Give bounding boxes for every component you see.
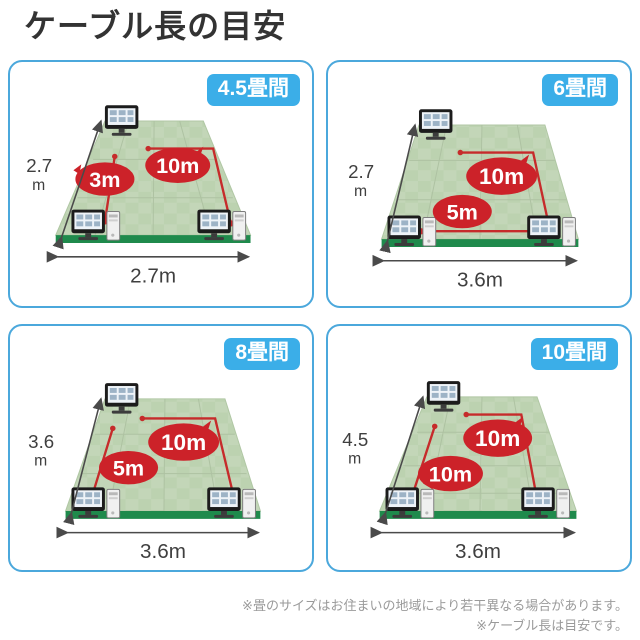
callout-cable-length-1: 10m [148,420,220,461]
room-diagram-8-jo: 10m 5m 3.6 m 3.6m [28,383,262,563]
room-panel-4-5-jo[interactable]: 4.5畳間 [8,60,314,308]
callout-label: 5m [113,456,144,481]
room-size-badge: 6畳間 [542,74,618,107]
width-value: 3.6m [457,268,503,291]
room-diagram-4-5-jo: 3m 10m 2.7 m 2.7m [26,105,252,287]
width-dimension: 3.6m [56,526,260,563]
room-panel-grid: 4.5畳間 [8,60,632,590]
depth-unit: m [348,451,361,468]
callout-cable-length-2: 5m [99,450,159,485]
width-dimension: 3.6m [370,526,577,563]
monitor-pc-bottom-right [207,487,256,519]
monitor-pc-bottom-right [527,215,576,247]
page-title: ケーブル長の目安 [24,8,287,44]
depth-dimension: 4.5 m [342,395,426,526]
cable-10m-right [465,413,539,501]
callout-label: 10m [479,164,524,189]
room-panel-10-jo[interactable]: 10畳間 [326,324,632,572]
monitor-pc-bottom-right [521,487,571,519]
room-size-badge: 4.5畳間 [206,74,300,107]
depth-unit: m [32,177,45,194]
callout-label: 10m [156,153,199,178]
depth-dimension: 2.7 m [348,123,419,254]
monitor-top [104,105,139,136]
width-dimension: 3.6m [372,254,578,291]
width-value: 3.6m [455,540,501,563]
callout-label: 3m [89,167,120,192]
room-size-badge: 10畳間 [530,338,618,371]
width-dimension: 2.7m [46,250,251,287]
room-size-badge: 8畳間 [224,338,300,371]
callout-label: 10m [161,430,206,455]
monitor-top [104,383,139,414]
room-diagram-6-jo: 10m 5m 2.7 m 3.6m [348,109,580,291]
width-value: 2.7m [130,264,176,287]
callout-label: 5m [447,199,478,224]
monitor-pc-bottom-right [197,209,247,241]
monitor-top [426,381,461,412]
depth-unit: m [354,183,367,200]
callout-cable-length-2: 10m [418,455,483,492]
cable-paths [419,151,551,233]
callout-cable-length-1: 10m [463,416,533,457]
footnote-cable-length: ※ケーブル長は目安です。 [476,617,628,633]
callout-label: 10m [429,461,472,486]
callout-cable-length-2: 5m [432,194,492,229]
depth-value: 3.6 [28,431,54,452]
room-panel-8-jo[interactable]: 8畳間 [8,324,314,572]
callout-cable-length-1: 10m [466,154,538,195]
room-panel-6-jo[interactable]: 6畳間 [326,60,632,308]
room-diagram-10-jo: 10m 10m 4.5 m 3.6m [342,381,578,563]
monitor-top [418,109,453,140]
cable-10m [459,151,551,227]
depth-value: 2.7 [26,155,52,176]
depth-dimension: 2.7 m [26,119,103,250]
depth-value: 4.5 [342,429,368,450]
callout-cable-length-2: 10m [145,146,211,184]
depth-value: 2.7 [348,161,374,182]
footnotes: ※畳のサイズはお住まいの地域により若干異なる場合があります。 ※ケーブル長は目安… [242,596,628,636]
callout-label: 10m [475,426,520,451]
cable-10m [141,417,236,503]
depth-dimension: 3.6 m [28,397,104,526]
depth-unit: m [34,453,47,470]
footnote-tatami-size: ※畳のサイズはお住まいの地域により若干異なる場合があります。 [242,597,628,613]
width-value: 3.6m [140,540,186,563]
